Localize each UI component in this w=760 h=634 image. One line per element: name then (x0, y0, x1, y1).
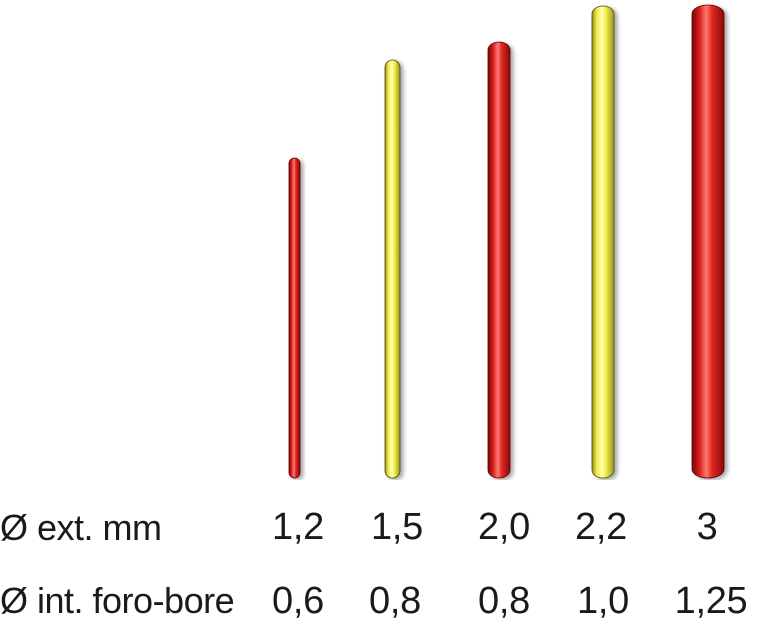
tube-body (591, 5, 615, 479)
inner-diameter-label: Ø int. foro-bore (0, 580, 235, 621)
tube-3-outer-diameter: 2,0 (478, 506, 530, 548)
tube-2-outer-diameter: 1,5 (371, 506, 423, 548)
tube-body (384, 59, 401, 479)
tube-5-inner-diameter: 1,25 (674, 580, 748, 622)
tube-5-outer-diameter: 3 (696, 506, 718, 548)
tube-4-outer-diameter: 2,2 (575, 506, 627, 548)
outer-diameter-label: Ø ext. mm (0, 507, 162, 548)
tube-4-inner-diameter: 1,0 (577, 580, 629, 622)
tube-1 (288, 157, 301, 479)
tube-2 (384, 59, 401, 479)
tube-3 (487, 41, 511, 479)
tube-1-inner-diameter: 0,6 (272, 580, 324, 622)
tube-2-inner-diameter: 0,8 (369, 580, 421, 622)
tube-4 (591, 5, 615, 479)
tube-illustration (288, 4, 725, 479)
tube-body (487, 41, 511, 479)
tube-1-outer-diameter: 1,2 (272, 506, 324, 548)
tube-5 (691, 4, 725, 479)
tube-3-inner-diameter: 0,8 (478, 580, 530, 622)
tube-body (288, 157, 301, 479)
tube-body (691, 4, 725, 479)
